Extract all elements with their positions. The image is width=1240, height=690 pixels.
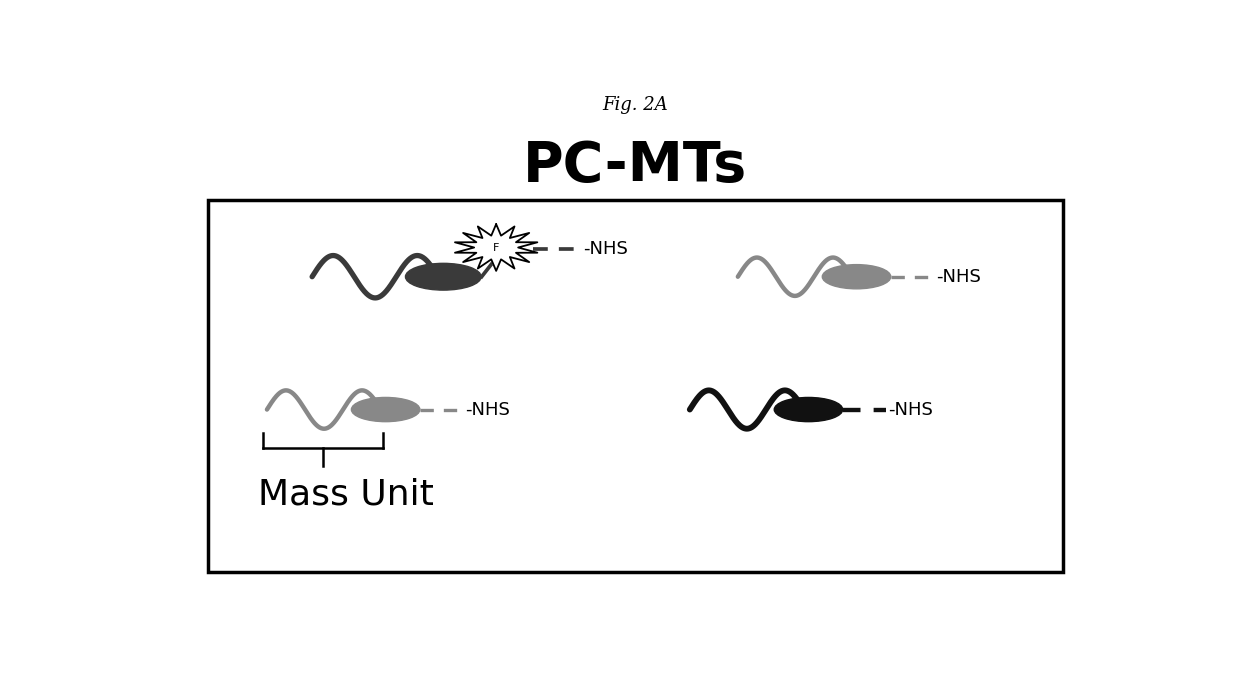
Text: -NHS: -NHS [465, 401, 510, 419]
Ellipse shape [822, 264, 890, 289]
Text: Mass Unit: Mass Unit [258, 477, 434, 511]
Text: -NHS: -NHS [583, 240, 627, 258]
Text: PC-MTs: PC-MTs [523, 139, 748, 193]
Ellipse shape [774, 397, 843, 422]
Polygon shape [455, 224, 537, 271]
Ellipse shape [351, 397, 420, 422]
Text: F: F [494, 242, 500, 253]
Text: -NHS: -NHS [888, 401, 932, 419]
Ellipse shape [405, 264, 481, 290]
FancyBboxPatch shape [208, 199, 1063, 571]
Text: Fig. 2A: Fig. 2A [603, 96, 668, 114]
Text: -NHS: -NHS [936, 268, 981, 286]
